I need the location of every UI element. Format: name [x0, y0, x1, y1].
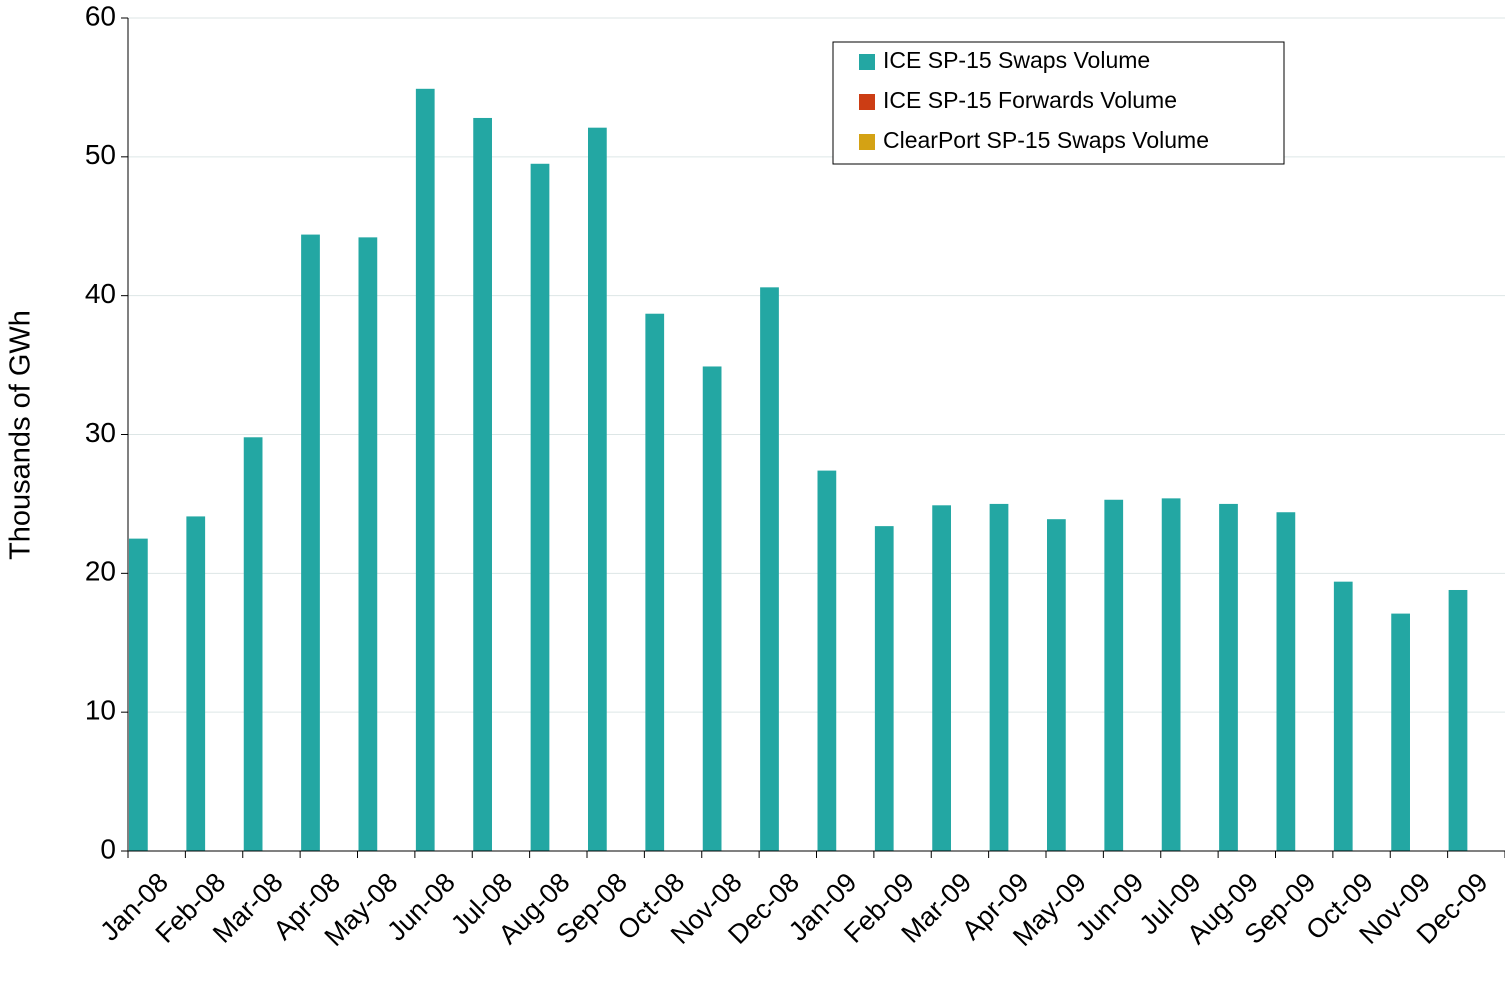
bar: [760, 287, 779, 851]
bar: [588, 127, 607, 851]
y-tick-label: 40: [85, 278, 116, 309]
bar: [530, 163, 550, 851]
bar: [473, 117, 492, 851]
bar: [645, 313, 665, 852]
bar: [1448, 589, 1468, 851]
legend-swatch: [859, 134, 875, 150]
legend-label: ICE SP-15 Forwards Volume: [883, 87, 1177, 113]
bar: [1276, 512, 1296, 851]
legend-box: [832, 41, 1285, 165]
bar: [1219, 503, 1238, 851]
bar: [301, 234, 320, 851]
y-tick-label: 50: [85, 139, 116, 170]
legend-label: ClearPort SP-15 Swaps Volume: [883, 127, 1209, 153]
bar: [1047, 519, 1066, 851]
y-tick-label: 0: [100, 833, 116, 864]
legend-label: ICE SP-15 Swaps Volume: [883, 47, 1150, 73]
bar: [129, 538, 148, 851]
y-tick-label: 60: [85, 0, 116, 31]
bar: [1161, 498, 1181, 851]
bar: [702, 366, 722, 851]
bar: [358, 237, 378, 851]
bar: [415, 88, 435, 852]
y-tick-label: 10: [85, 695, 116, 726]
legend-swatch: [859, 94, 875, 110]
bar: [1391, 613, 1410, 851]
bar: [874, 526, 894, 851]
y-tick-label: 20: [85, 556, 116, 587]
y-tick-label: 30: [85, 417, 116, 448]
legend-swatch: [859, 54, 875, 70]
bar: [1104, 499, 1124, 851]
bar: [186, 516, 206, 851]
legend: ICE SP-15 Swaps Volume ICE SP-15 Forwards…: [832, 41, 1285, 165]
y-axis-label: Thousands of GWh: [5, 310, 37, 560]
bar: [817, 470, 837, 851]
bar: [243, 437, 263, 851]
bar: [989, 503, 1009, 851]
bar: [1333, 581, 1353, 851]
bar: [932, 505, 951, 851]
